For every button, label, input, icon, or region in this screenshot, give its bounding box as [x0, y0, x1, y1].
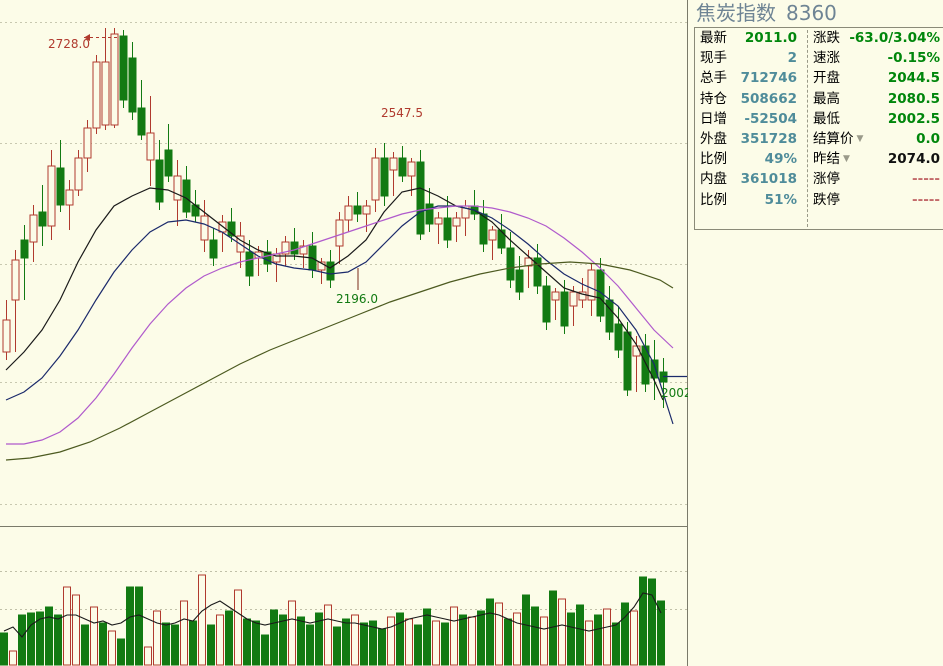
quote-label-left: 比例: [700, 191, 727, 208]
quote-value-left: 2: [787, 50, 797, 67]
quote-label-left: 日增: [700, 110, 727, 127]
chevron-down-icon[interactable]: ▼: [856, 133, 864, 144]
page-title: 焦炭指数 8360: [696, 1, 943, 26]
quote-row: 最新 2011.0 涨跌 -63.0/3.04%: [695, 28, 943, 48]
quote-label-left: 现手: [700, 50, 727, 67]
chevron-down-icon[interactable]: ▼: [843, 154, 850, 165]
quote-summary-box: 最新 2011.0 涨跌 -63.0/3.04% 现手 2 速涨 -0.15% 总手 712746…: [694, 27, 943, 230]
quote-label-right: 结算价 ▼: [813, 129, 863, 149]
swing-high-marker: 2547.5: [381, 106, 423, 120]
quote-label-left: 总手: [700, 70, 727, 87]
quote-label-right: 最低: [813, 110, 840, 127]
quote-value-left: 361018: [740, 171, 797, 188]
quote-value-right: 2044.5: [887, 70, 940, 87]
quote-value-left: 2011.0: [744, 30, 797, 46]
high-marker: 2728.0: [48, 37, 90, 51]
swing-low-marker: 2196.0: [336, 292, 378, 306]
quote-label-right: 涨跌: [813, 30, 840, 46]
quote-label-left: 比例: [700, 151, 727, 168]
quote-label-right: 昨结 ▼: [813, 149, 850, 169]
quote-row: 比例 51% 跌停 -----: [695, 190, 943, 210]
quote-row: 总手 712746 开盘 2044.5: [695, 68, 943, 88]
quote-value-right: -63.0/3.04%: [849, 30, 940, 46]
quote-value-right: 0.0: [916, 130, 940, 147]
quote-value-right: -----: [911, 191, 940, 208]
quote-value-right: 2002.5: [887, 110, 940, 127]
quote-label-right: 跌停: [813, 191, 840, 208]
quote-value-left: 712746: [740, 70, 797, 87]
quote-row: 现手 2 速涨 -0.15%: [695, 48, 943, 68]
quote-value-left: 351728: [740, 130, 797, 147]
quote-value-left: 508662: [740, 90, 797, 107]
quote-vertical-divider: [807, 30, 808, 227]
quote-value-right: 2074.0: [887, 151, 940, 168]
quote-label-right: 速涨: [813, 50, 840, 67]
instrument-code: 8360: [786, 1, 837, 25]
quote-label-right: 开盘: [813, 70, 840, 87]
quote-value-right: 2080.5: [887, 90, 940, 107]
volume-chart-svg: [0, 571, 687, 666]
quote-row: 外盘 351728 结算价 ▼ 0.0: [695, 129, 943, 149]
quote-label-left: 持仓: [700, 90, 727, 107]
quote-value-left: -52504: [744, 110, 797, 127]
quote-value-right: -0.15%: [887, 50, 940, 67]
volume-pane[interactable]: [0, 527, 688, 666]
quote-value-left: 51%: [764, 191, 797, 208]
quote-label-left: 内盘: [700, 171, 727, 188]
instrument-name: 焦炭指数: [696, 1, 776, 25]
quote-rows: 最新 2011.0 涨跌 -63.0/3.04% 现手 2 速涨 -0.15% 总手 712746…: [695, 28, 943, 210]
quote-label-right: 涨停: [813, 171, 840, 188]
quote-row: 比例 49% 昨结 ▼ 2074.0: [695, 149, 943, 169]
quote-label-right: 最高: [813, 90, 840, 107]
quote-label-left: 最新: [700, 30, 727, 46]
quote-label-left: 外盘: [700, 130, 727, 147]
quote-panel[interactable]: 焦炭指数 8360 最新 2011.0 涨跌 -63.0/3.04% 现手 2 速涨 -0.15…: [688, 0, 943, 666]
quote-row: 内盘 361018 涨停 -----: [695, 169, 943, 189]
quote-value-left: 49%: [764, 151, 797, 168]
quote-value-right: -----: [911, 171, 940, 188]
price-chart-svg: [0, 22, 687, 505]
quote-row: 持仓 508662 最高 2080.5: [695, 89, 943, 109]
quote-row: 日增 -52504 最低 2002.5: [695, 109, 943, 129]
chart-area[interactable]: 2728.0 2547.5 2196.0 2002.5: [0, 0, 703, 666]
price-candlestick-pane[interactable]: [0, 0, 688, 527]
